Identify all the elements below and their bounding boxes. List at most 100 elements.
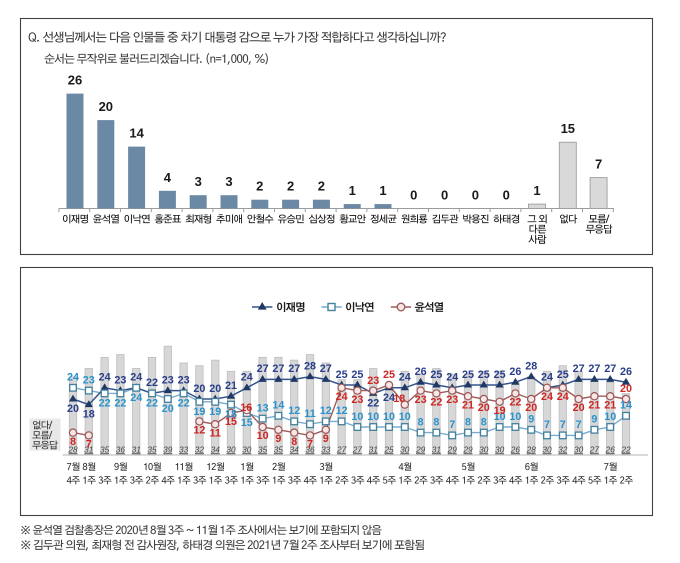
svg-text:2: 2: [318, 179, 325, 194]
svg-text:22: 22: [430, 397, 442, 409]
svg-text:30: 30: [574, 444, 584, 454]
svg-text:26: 26: [605, 444, 616, 454]
svg-text:8: 8: [433, 416, 439, 428]
svg-text:12: 12: [320, 405, 332, 417]
svg-text:7: 7: [449, 419, 455, 431]
svg-text:10: 10: [494, 411, 506, 423]
svg-text:21: 21: [225, 380, 237, 392]
svg-text:7: 7: [560, 419, 566, 431]
svg-text:25: 25: [478, 369, 490, 381]
svg-text:20: 20: [209, 383, 221, 395]
svg-text:35: 35: [274, 444, 284, 454]
svg-text:28: 28: [67, 444, 78, 454]
svg-text:19: 19: [209, 406, 221, 418]
svg-text:0: 0: [503, 188, 510, 203]
svg-text:36: 36: [116, 444, 126, 454]
svg-text:1: 1: [379, 183, 386, 198]
svg-text:23: 23: [446, 394, 458, 406]
svg-text:24: 24: [336, 391, 348, 403]
svg-text:28: 28: [304, 360, 316, 372]
svg-text:2: 2: [256, 179, 263, 194]
svg-text:24: 24: [241, 372, 253, 384]
svg-text:27: 27: [336, 444, 347, 454]
svg-text:20: 20: [478, 402, 490, 414]
svg-text:24: 24: [383, 392, 395, 404]
svg-text:35: 35: [258, 444, 268, 454]
svg-text:30: 30: [542, 444, 552, 454]
svg-text:8: 8: [481, 416, 487, 428]
svg-text:22: 22: [367, 397, 379, 409]
svg-text:8: 8: [418, 416, 424, 428]
svg-text:33: 33: [321, 444, 331, 454]
svg-text:29: 29: [462, 444, 473, 454]
svg-text:25: 25: [383, 369, 395, 381]
svg-text:3: 3: [225, 174, 232, 189]
svg-text:0: 0: [441, 188, 448, 203]
svg-text:20: 20: [525, 402, 537, 414]
svg-text:20: 20: [67, 403, 79, 415]
svg-text:1: 1: [533, 183, 540, 198]
svg-text:15: 15: [561, 121, 575, 136]
svg-text:20: 20: [573, 402, 585, 414]
svg-text:24: 24: [541, 372, 553, 384]
svg-text:25: 25: [462, 369, 474, 381]
svg-text:22: 22: [99, 397, 111, 409]
svg-text:18: 18: [83, 409, 95, 421]
svg-text:20: 20: [162, 403, 174, 415]
svg-text:24: 24: [99, 372, 111, 384]
svg-text:28: 28: [526, 444, 537, 454]
svg-text:8: 8: [465, 416, 471, 428]
svg-text:23: 23: [114, 374, 126, 386]
svg-text:26: 26: [510, 444, 521, 454]
svg-text:25: 25: [336, 369, 348, 381]
svg-text:10: 10: [383, 411, 395, 423]
svg-text:23: 23: [178, 374, 190, 386]
svg-text:31: 31: [432, 444, 441, 454]
svg-text:12: 12: [336, 405, 348, 417]
svg-text:20: 20: [620, 383, 632, 395]
svg-text:24: 24: [130, 372, 142, 384]
svg-text:24: 24: [557, 391, 569, 403]
svg-text:22: 22: [178, 397, 190, 409]
svg-text:26: 26: [68, 73, 82, 88]
svg-text:14: 14: [620, 400, 632, 412]
svg-text:7: 7: [595, 157, 602, 172]
svg-text:24: 24: [67, 372, 79, 384]
svg-text:20: 20: [99, 99, 113, 114]
svg-text:28: 28: [525, 360, 537, 372]
svg-text:26: 26: [509, 366, 521, 378]
svg-text:0: 0: [472, 188, 479, 203]
svg-text:10: 10: [509, 411, 521, 423]
svg-text:22: 22: [509, 397, 521, 409]
svg-text:26: 26: [415, 366, 427, 378]
svg-text:31: 31: [84, 444, 93, 454]
svg-text:7: 7: [544, 419, 550, 431]
svg-text:9: 9: [528, 414, 534, 426]
svg-text:10: 10: [257, 430, 269, 442]
svg-text:12: 12: [193, 425, 205, 437]
svg-text:25: 25: [430, 369, 442, 381]
svg-text:35: 35: [147, 444, 157, 454]
svg-text:8: 8: [291, 436, 297, 448]
svg-text:32: 32: [558, 444, 568, 454]
svg-text:18: 18: [393, 393, 405, 405]
svg-text:34: 34: [290, 444, 300, 454]
svg-text:27: 27: [589, 444, 600, 454]
svg-text:23: 23: [367, 375, 379, 387]
svg-text:35: 35: [100, 444, 110, 454]
svg-text:39: 39: [163, 444, 173, 454]
svg-text:21: 21: [604, 399, 616, 411]
svg-text:31: 31: [132, 444, 141, 454]
svg-text:22: 22: [146, 377, 158, 389]
svg-text:27: 27: [320, 363, 332, 375]
svg-text:9: 9: [591, 414, 597, 426]
svg-text:14: 14: [272, 400, 284, 412]
svg-text:27: 27: [604, 363, 616, 375]
svg-text:24: 24: [130, 392, 142, 404]
svg-text:30: 30: [226, 444, 236, 454]
svg-text:24: 24: [399, 372, 411, 384]
svg-text:27: 27: [288, 363, 300, 375]
svg-text:25: 25: [557, 369, 569, 381]
svg-text:24: 24: [446, 372, 458, 384]
svg-text:8: 8: [70, 436, 76, 448]
